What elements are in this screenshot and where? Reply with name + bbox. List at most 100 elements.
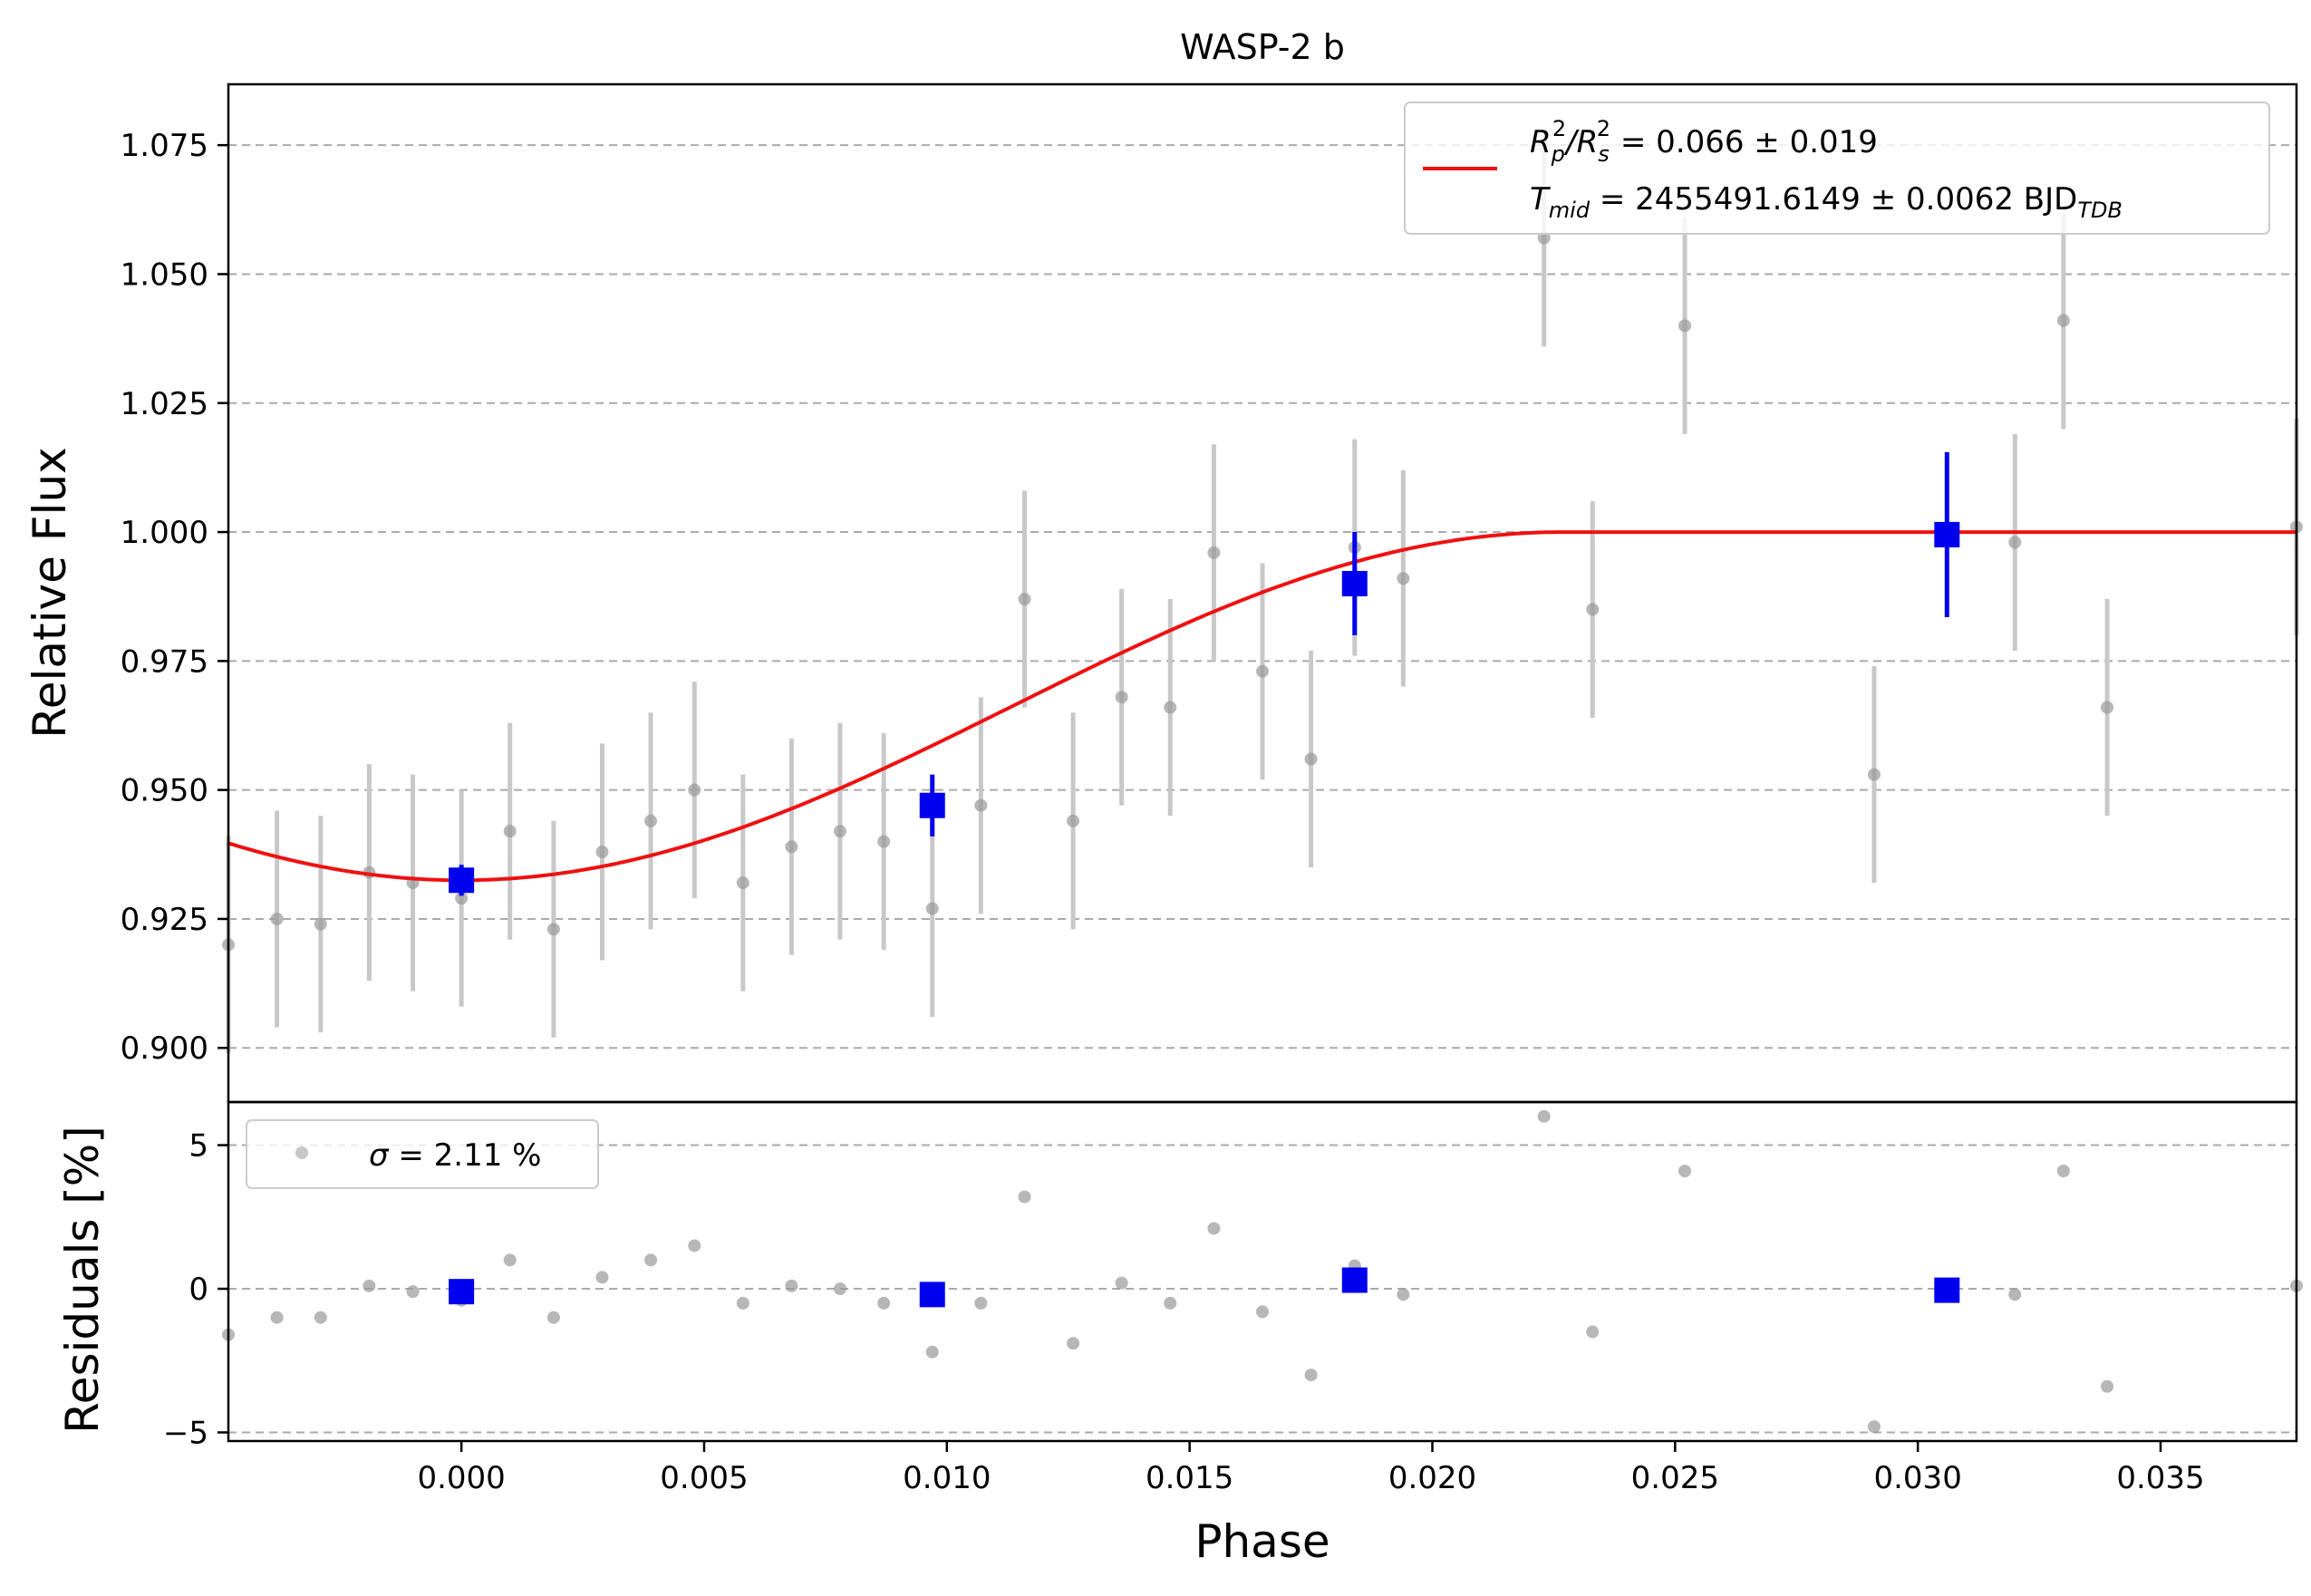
- binned-flux-point: [1341, 570, 1368, 596]
- flux-data-point: [1304, 752, 1318, 766]
- binned-residual-point: [449, 1279, 475, 1305]
- legend-tmid: Tmid = 2455491.6149 ± 0.0062 BJDTDB: [1530, 181, 2122, 223]
- residuals-y-ticks: −5 0 5: [163, 1128, 228, 1451]
- legend-t-sub: mid: [1549, 198, 1591, 223]
- residual-point: [1678, 1165, 1692, 1178]
- flux-data-point: [503, 825, 517, 838]
- flux-data-point: [1115, 691, 1128, 704]
- residual-point: [363, 1279, 376, 1292]
- flux-data-point: [877, 835, 891, 848]
- residual-point: [503, 1253, 517, 1267]
- flux-data-point: [2101, 701, 2114, 714]
- flux-data-point: [2008, 536, 2022, 549]
- flux-data-point: [644, 814, 658, 827]
- flux-y-tick-label: 0.950: [121, 773, 208, 809]
- flux-data-point: [270, 912, 284, 925]
- residual-point: [546, 1311, 560, 1324]
- flux-data-point: [595, 845, 609, 858]
- residuals-axes-frame: [227, 1100, 2298, 1443]
- x-tick-label: 0.030: [1873, 1460, 1961, 1496]
- residual-point: [595, 1271, 609, 1284]
- binned-flux-point: [919, 792, 945, 818]
- legend-r-sup-1: 2: [1552, 116, 1566, 141]
- residual-point: [1115, 1276, 1128, 1290]
- flux-legend-box: [1404, 102, 2270, 235]
- x-tick-label: 0.000: [417, 1460, 505, 1496]
- residuals-y-axis-title: Residuals [%]: [56, 1126, 109, 1434]
- flux-y-tick-label: 0.975: [121, 643, 208, 680]
- residual-point: [1867, 1420, 1881, 1434]
- residual-point: [314, 1311, 327, 1324]
- flux-data-point: [1867, 768, 1881, 781]
- flux-y-tick-label: 1.025: [121, 386, 208, 422]
- x-tick-label: 0.020: [1388, 1460, 1476, 1496]
- legend-sigma-value: = 2.11 %: [389, 1137, 542, 1174]
- residuals-y-tick-label: 5: [189, 1128, 208, 1165]
- flux-y-tick-label: 0.925: [121, 902, 208, 938]
- x-axis-title: Phase: [1194, 1515, 1330, 1568]
- residuals-legend-box: [246, 1119, 599, 1189]
- residual-point: [974, 1296, 988, 1310]
- binned-flux-point: [1934, 521, 1960, 547]
- flux-data-point: [1207, 546, 1221, 559]
- residual-point: [1256, 1305, 1269, 1319]
- flux-data-point: [925, 902, 939, 915]
- binned-residual-point: [1934, 1277, 1960, 1303]
- legend-radius-ratio: Rp2/Rs2 = 0.066 ± 0.019: [1530, 116, 1878, 167]
- legend-r-main: R: [1530, 124, 1552, 160]
- legend-r-sub-p: p: [1551, 141, 1565, 167]
- flux-data-point: [455, 892, 469, 905]
- flux-data-point: [833, 825, 846, 838]
- residual-point: [1018, 1190, 1031, 1204]
- binned-residual-point: [919, 1282, 945, 1308]
- flux-data-point: [2056, 314, 2070, 327]
- residual-point: [2101, 1379, 2114, 1393]
- flux-data-point: [1018, 593, 1031, 606]
- flux-y-tick-label: 1.075: [121, 128, 208, 164]
- residual-point: [2056, 1165, 2070, 1178]
- flux-y-tick-label: 1.000: [121, 515, 208, 551]
- legend-t-unit-sub: TDB: [2077, 198, 2122, 223]
- x-tick-label: 0.010: [903, 1460, 991, 1496]
- legend-t-main: T: [1530, 181, 1551, 218]
- binned-flux-point: [449, 867, 475, 894]
- residual-point: [1207, 1222, 1221, 1235]
- flux-data-point: [1586, 603, 1600, 616]
- legend-sigma: σ = 2.11 %: [369, 1137, 541, 1174]
- residual-point: [785, 1279, 798, 1292]
- flux-data-point: [314, 917, 327, 931]
- chart-title: WASP-2 b: [1180, 27, 1345, 67]
- flux-data-point: [1397, 572, 1410, 585]
- residual-point: [270, 1311, 284, 1324]
- flux-y-axis-title: Relative Flux: [24, 447, 76, 738]
- residual-point: [1537, 1109, 1551, 1123]
- residual-point: [877, 1296, 891, 1310]
- legend-r-sup-2: 2: [1597, 116, 1610, 141]
- flux-data-point: [688, 783, 701, 797]
- flux-y-tick-label: 0.900: [121, 1030, 208, 1067]
- residual-point: [644, 1253, 658, 1267]
- legend-r-value: = 0.066 ± 0.019: [1610, 124, 1878, 160]
- flux-data-point: [1256, 664, 1269, 678]
- x-tick-label: 0.015: [1146, 1460, 1233, 1496]
- flux-panel: 0.900 0.925 0.950 0.975 1.000 1.025 1.050 1.075…: [24, 82, 2303, 1104]
- residual-point: [1164, 1296, 1177, 1310]
- residuals-panel: −5 0 5 0.000 0.005 0.010 0.015 0.020 0.025 0.030…: [56, 1100, 2303, 1568]
- residual-point: [1586, 1325, 1600, 1339]
- residual-point: [925, 1345, 939, 1359]
- x-tick-label: 0.035: [2116, 1460, 2204, 1496]
- residual-point: [406, 1285, 420, 1299]
- flux-y-ticks: 0.900 0.925 0.950 0.975 1.000 1.025 1.050 1.075: [121, 128, 228, 1067]
- flux-data-point: [736, 876, 749, 890]
- flux-data-point: [785, 840, 798, 854]
- legend-t-value: = 2455491.6149 ± 0.0062 BJD: [1590, 181, 2077, 218]
- residuals-x-ticks: 0.000 0.005 0.010 0.015 0.020 0.025 0.030 0.035: [417, 1441, 2205, 1496]
- flux-legend: Rp2/Rs2 = 0.066 ± 0.019 Tmid = 2455491.6…: [1404, 102, 2270, 235]
- legend-sigma-symbol: σ: [369, 1137, 390, 1174]
- x-tick-label: 0.005: [660, 1460, 748, 1496]
- legend-residual-marker: [295, 1146, 308, 1159]
- residual-point: [2008, 1288, 2022, 1301]
- residual-point: [1397, 1288, 1410, 1301]
- residual-point: [1304, 1369, 1318, 1382]
